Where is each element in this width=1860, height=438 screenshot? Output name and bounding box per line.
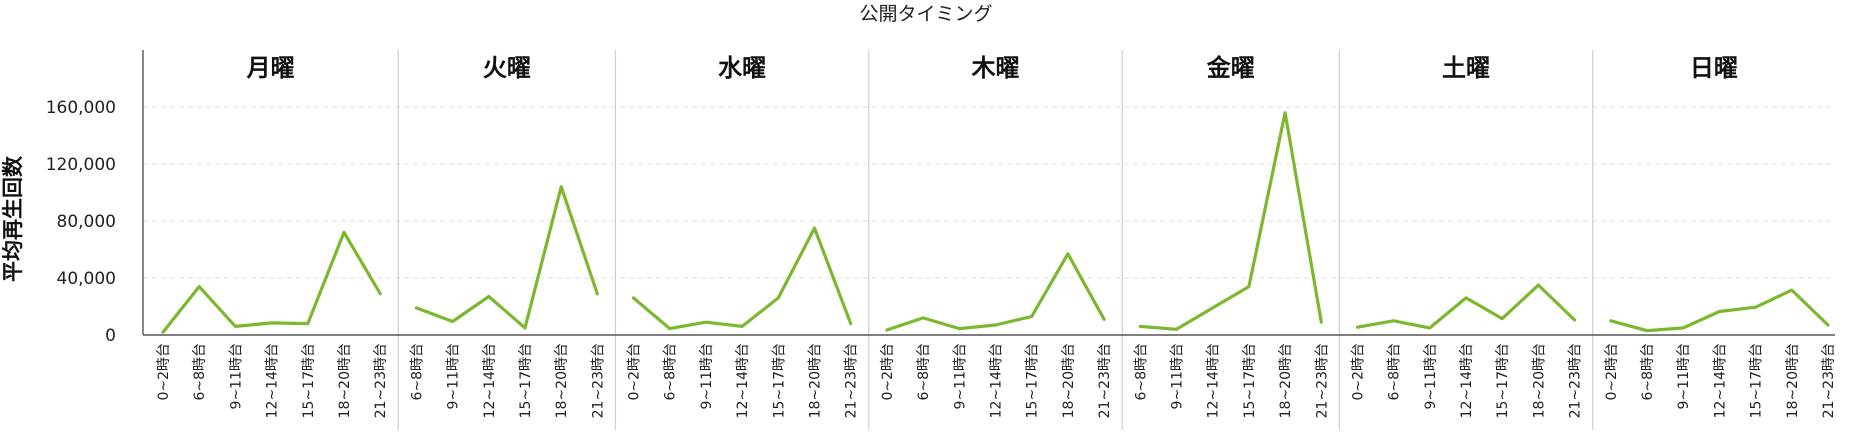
- x-tick-label: 15~17時台: [771, 343, 787, 418]
- y-tick-label: 160,000: [46, 98, 116, 118]
- x-tick-label: 6~8時台: [409, 343, 425, 401]
- series-line: [885, 252, 1106, 332]
- x-tick-label: 15~17時台: [301, 343, 317, 418]
- series-line: [1609, 288, 1830, 333]
- series-lines: [161, 111, 1830, 334]
- x-tick-label: 15~17時台: [1242, 343, 1258, 418]
- x-tick-label: 6~8時台: [1133, 343, 1149, 401]
- x-tick-labels: 0~2時台 6~8時台 9~11時台 12~14時台 15~17時台 18~20時台 21~…: [156, 343, 1837, 418]
- series-line: [161, 230, 382, 334]
- x-tick-label: 9~11時台: [1676, 343, 1692, 409]
- x-tick-label: 21~23時台: [590, 343, 606, 418]
- x-tick-label: 21~23時台: [373, 343, 389, 418]
- x-tick-label: 18~20時台: [1061, 343, 1077, 418]
- day-label: 木曜: [971, 54, 1020, 82]
- series-line: [414, 185, 599, 330]
- x-tick-label: 9~11時台: [952, 343, 968, 409]
- y-tick-labels: 0 40,000 80,000 120,000 160,000: [46, 98, 116, 346]
- x-tick-label: 12~14時台: [482, 343, 498, 418]
- x-tick-label: 9~11時台: [1423, 343, 1439, 409]
- x-tick-label: 15~17時台: [1025, 343, 1041, 418]
- chart-title: 公開タイミング: [859, 3, 992, 25]
- x-tick-label: 21~23時台: [1821, 343, 1837, 418]
- x-tick-label: 18~20時台: [808, 343, 824, 418]
- y-axis-label: 平均再生回数: [1, 155, 25, 282]
- y-tick-label: 80,000: [57, 212, 116, 232]
- day-label: 日曜: [1690, 54, 1738, 82]
- y-tick-label: 40,000: [57, 269, 116, 289]
- x-tick-label: 15~17時台: [1495, 343, 1511, 418]
- x-tick-label: 6~8時台: [916, 343, 932, 401]
- x-tick-label: 12~14時台: [265, 343, 281, 418]
- series-line: [1355, 283, 1577, 330]
- x-tick-label: 12~14時台: [989, 343, 1005, 418]
- x-tick-label: 12~14時台: [1712, 343, 1728, 418]
- x-tick-label: 0~2時台: [880, 343, 896, 401]
- x-tick-label: 9~11時台: [699, 343, 715, 409]
- day-label: 金曜: [1206, 54, 1255, 82]
- day-label: 火曜: [483, 54, 531, 82]
- day-separators: [397, 50, 1594, 430]
- x-tick-label: 21~23時台: [1097, 343, 1113, 418]
- x-tick-label: 6~8時台: [1387, 343, 1403, 401]
- x-tick-label: 18~20時台: [1531, 343, 1547, 418]
- x-tick-label: 6~8時台: [663, 343, 679, 401]
- x-tick-label: 0~2時台: [627, 343, 643, 401]
- x-tick-label: 18~20時台: [337, 343, 353, 418]
- day-labels: 月曜 火曜 水曜 木曜 金曜 土曜 日曜: [246, 54, 1738, 82]
- y-tick-label: 0: [105, 326, 116, 346]
- x-tick-label: 12~14時台: [735, 343, 751, 418]
- series-line: [631, 226, 853, 331]
- x-tick-label: 0~2時台: [156, 343, 172, 401]
- x-tick-label: 12~14時台: [1459, 343, 1475, 418]
- day-label: 土曜: [1442, 54, 1490, 82]
- x-tick-label: 0~2時台: [1604, 343, 1620, 401]
- x-tick-label: 9~11時台: [228, 343, 244, 409]
- x-tick-label: 18~20時台: [1278, 343, 1294, 418]
- series-line: [1138, 111, 1323, 331]
- day-label: 月曜: [246, 54, 295, 82]
- grid-lines: [143, 106, 1835, 279]
- x-tick-label: 21~23時台: [1314, 343, 1330, 418]
- x-tick-label: 18~20時台: [1785, 343, 1801, 418]
- x-tick-label: 21~23時台: [844, 343, 860, 418]
- day-label: 水曜: [718, 54, 766, 82]
- x-tick-label: 0~2時台: [1351, 343, 1367, 401]
- x-tick-label: 15~17時台: [1749, 343, 1765, 418]
- x-tick-label: 21~23時台: [1568, 343, 1584, 418]
- axes: [142, 50, 1835, 336]
- x-tick-label: 18~20時台: [554, 343, 570, 418]
- x-tick-label: 12~14時台: [1206, 343, 1222, 418]
- y-tick-label: 120,000: [46, 155, 116, 175]
- x-tick-label: 9~11時台: [446, 343, 462, 409]
- x-tick-label: 6~8時台: [192, 343, 208, 401]
- x-tick-label: 15~17時台: [518, 343, 534, 418]
- x-tick-label: 6~8時台: [1640, 343, 1656, 401]
- x-tick-label: 9~11時台: [1170, 343, 1186, 409]
